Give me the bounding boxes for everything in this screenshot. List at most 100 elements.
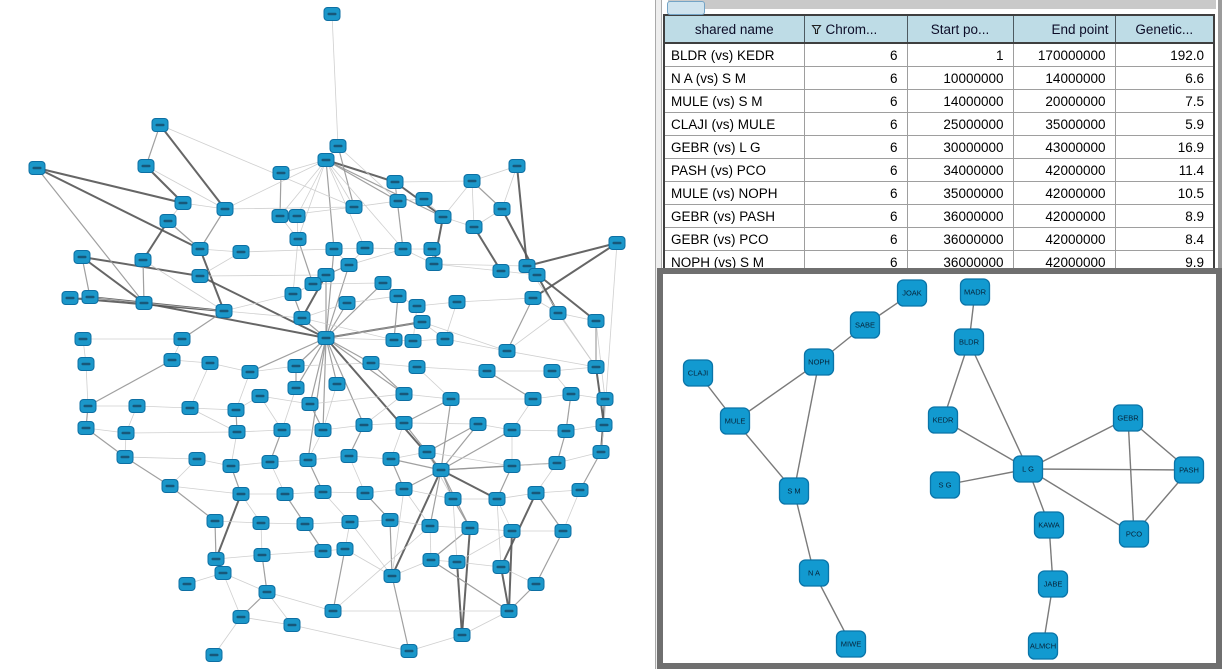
table-cell[interactable]: 16.9 (1114, 135, 1215, 159)
network-node[interactable] (253, 548, 271, 562)
table-cell[interactable]: 6 (803, 158, 908, 182)
table-row[interactable]: GEBR (vs) L G 6 30000000 43000000 16.9 (663, 135, 1215, 159)
network-node-claji[interactable]: CLAJI (682, 359, 714, 387)
network-node-n-a[interactable]: N A (798, 559, 830, 587)
table-row[interactable]: GEBR (vs) PCO 6 36000000 42000000 8.4 (663, 227, 1215, 251)
network-node[interactable] (383, 569, 401, 583)
network-node[interactable] (161, 479, 179, 493)
network-node[interactable] (436, 332, 454, 346)
network-node[interactable] (314, 485, 332, 499)
table-cell[interactable]: 42000000 (1012, 204, 1116, 228)
network-node-joak[interactable]: JOAK (896, 279, 928, 307)
network-node-miwe[interactable]: MIWE (835, 630, 867, 658)
network-node[interactable] (336, 542, 354, 556)
network-node[interactable] (241, 365, 259, 379)
network-node[interactable] (163, 353, 181, 367)
network-node-kedr[interactable]: KEDR (927, 406, 959, 434)
network-node[interactable] (323, 7, 341, 21)
table-cell[interactable]: 6 (803, 42, 908, 67)
table-cell[interactable]: GEBR (vs) PASH (663, 204, 805, 228)
table-cell[interactable]: 10000000 (906, 66, 1014, 90)
network-node[interactable] (252, 516, 270, 530)
network-node[interactable] (301, 397, 319, 411)
network-node[interactable] (276, 487, 294, 501)
network-node[interactable] (596, 392, 614, 406)
network-node[interactable] (400, 644, 418, 658)
column-header-chrom[interactable]: Chrom... (803, 14, 908, 44)
network-node[interactable] (498, 344, 516, 358)
network-node[interactable] (159, 214, 177, 228)
table-cell[interactable]: 6 (803, 89, 908, 113)
network-node[interactable] (448, 555, 466, 569)
network-node[interactable] (227, 403, 245, 417)
network-node[interactable] (394, 242, 412, 256)
network-node[interactable] (135, 296, 153, 310)
network-node[interactable] (524, 392, 542, 406)
network-node[interactable] (296, 517, 314, 531)
table-cell[interactable]: 170000000 (1012, 42, 1116, 67)
network-node[interactable] (191, 242, 209, 256)
network-node-kawa[interactable]: KAWA (1033, 511, 1065, 539)
network-node[interactable] (592, 445, 610, 459)
network-node[interactable] (340, 258, 358, 272)
network-node[interactable] (587, 314, 605, 328)
network-node[interactable] (488, 492, 506, 506)
table-cell[interactable]: MULE (vs) NOPH (663, 181, 805, 205)
network-node-bldr[interactable]: BLDR (953, 328, 985, 356)
network-node[interactable] (73, 250, 91, 264)
network-node[interactable] (442, 392, 460, 406)
table-cell[interactable]: 36000000 (906, 227, 1014, 251)
table-cell[interactable]: PASH (vs) PCO (663, 158, 805, 182)
network-node[interactable] (338, 296, 356, 310)
network-node[interactable] (434, 210, 452, 224)
network-node[interactable] (527, 577, 545, 591)
network-node[interactable] (284, 287, 302, 301)
network-node-pash[interactable]: PASH (1173, 456, 1205, 484)
network-node[interactable] (389, 194, 407, 208)
network-node-almch[interactable]: ALMCH (1027, 632, 1059, 660)
network-node[interactable] (386, 175, 404, 189)
table-cell[interactable]: 25000000 (906, 112, 1014, 136)
network-node-gebr[interactable]: GEBR (1112, 404, 1144, 432)
network-node[interactable] (421, 519, 439, 533)
network-node[interactable] (283, 618, 301, 632)
network-node[interactable] (500, 604, 518, 618)
network-node[interactable] (222, 459, 240, 473)
network-node[interactable] (562, 387, 580, 401)
table-cell[interactable]: GEBR (vs) PCO (663, 227, 805, 251)
network-node[interactable] (463, 174, 481, 188)
table-cell[interactable]: 14000000 (1012, 66, 1116, 90)
network-node[interactable] (214, 566, 232, 580)
table-cell[interactable]: 35000000 (1012, 112, 1116, 136)
network-node[interactable] (258, 585, 276, 599)
overview-network-panel[interactable] (0, 0, 655, 669)
network-node[interactable] (571, 483, 589, 497)
network-node-jabe[interactable]: JABE (1037, 570, 1069, 598)
column-header-genetic[interactable]: Genetic... (1114, 14, 1215, 44)
network-node-s-m[interactable]: S M (778, 477, 810, 505)
network-node[interactable] (503, 524, 521, 538)
network-node[interactable] (116, 450, 134, 464)
table-cell[interactable]: 6 (803, 227, 908, 251)
network-node-mule[interactable]: MULE (719, 407, 751, 435)
network-node[interactable] (261, 455, 279, 469)
network-node[interactable] (503, 423, 521, 437)
table-cell[interactable]: BLDR (vs) KEDR (663, 42, 805, 67)
network-node[interactable] (324, 604, 342, 618)
network-node[interactable] (554, 524, 572, 538)
network-node[interactable] (415, 192, 433, 206)
network-node[interactable] (493, 202, 511, 216)
network-node[interactable] (362, 356, 380, 370)
network-node[interactable] (273, 423, 291, 437)
network-node[interactable] (345, 200, 363, 214)
network-node[interactable] (381, 513, 399, 527)
network-node[interactable] (28, 161, 46, 175)
network-node[interactable] (395, 416, 413, 430)
network-node[interactable] (395, 482, 413, 496)
network-node[interactable] (329, 139, 347, 153)
network-node[interactable] (503, 459, 521, 473)
network-node[interactable] (408, 360, 426, 374)
network-node[interactable] (228, 425, 246, 439)
table-cell[interactable]: 6 (803, 181, 908, 205)
network-node[interactable] (207, 552, 225, 566)
